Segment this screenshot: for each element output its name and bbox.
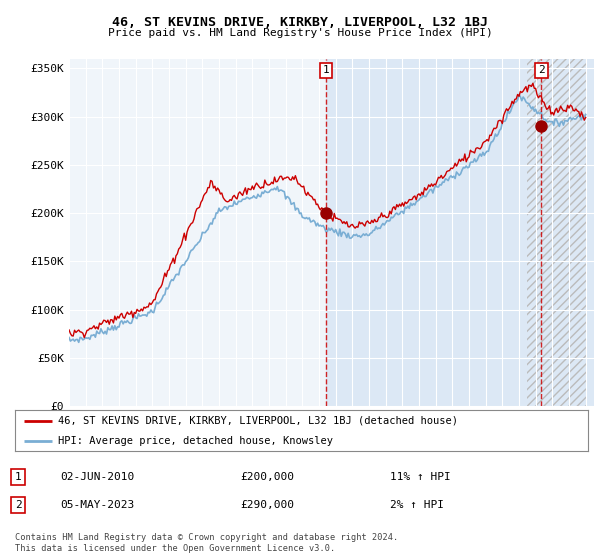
Text: 46, ST KEVINS DRIVE, KIRKBY, LIVERPOOL, L32 1BJ (detached house): 46, ST KEVINS DRIVE, KIRKBY, LIVERPOOL, … bbox=[58, 416, 458, 426]
Text: 2: 2 bbox=[14, 500, 22, 510]
Text: HPI: Average price, detached house, Knowsley: HPI: Average price, detached house, Know… bbox=[58, 436, 333, 446]
Text: £200,000: £200,000 bbox=[240, 472, 294, 482]
Text: Contains HM Land Registry data © Crown copyright and database right 2024.
This d: Contains HM Land Registry data © Crown c… bbox=[15, 533, 398, 553]
Text: £290,000: £290,000 bbox=[240, 500, 294, 510]
Text: 1: 1 bbox=[14, 472, 22, 482]
Bar bbox=[326, 59, 594, 406]
Text: 2: 2 bbox=[538, 66, 545, 76]
Text: 11% ↑ HPI: 11% ↑ HPI bbox=[390, 472, 451, 482]
Text: 05-MAY-2023: 05-MAY-2023 bbox=[60, 500, 134, 510]
Text: 46, ST KEVINS DRIVE, KIRKBY, LIVERPOOL, L32 1BJ: 46, ST KEVINS DRIVE, KIRKBY, LIVERPOOL, … bbox=[112, 16, 488, 29]
Text: 1: 1 bbox=[323, 66, 329, 76]
Text: Price paid vs. HM Land Registry's House Price Index (HPI): Price paid vs. HM Land Registry's House … bbox=[107, 28, 493, 38]
Text: 02-JUN-2010: 02-JUN-2010 bbox=[60, 472, 134, 482]
Text: 2% ↑ HPI: 2% ↑ HPI bbox=[390, 500, 444, 510]
